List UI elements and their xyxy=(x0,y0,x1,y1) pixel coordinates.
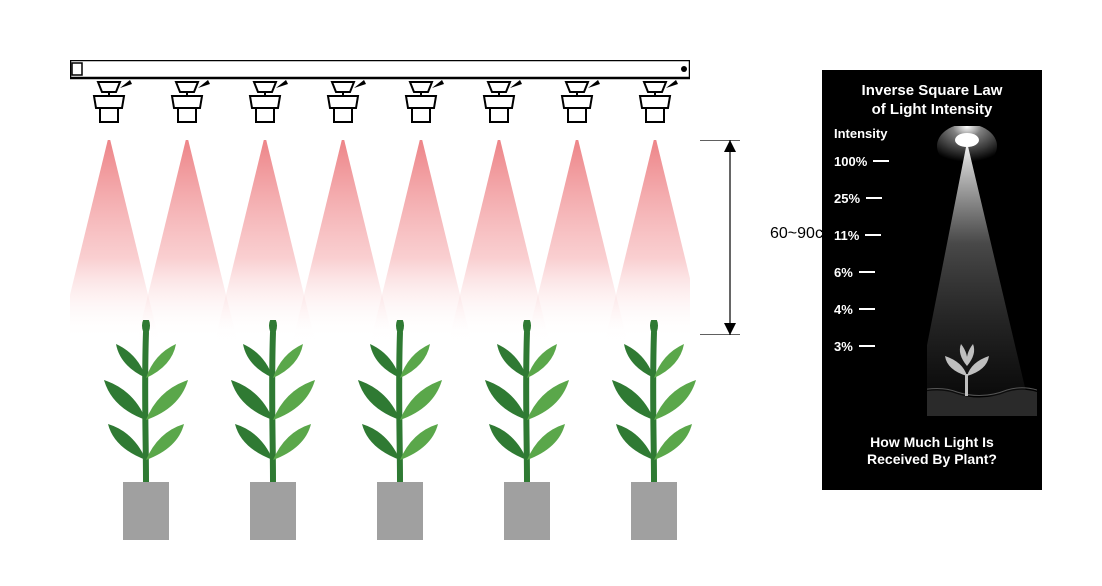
lamp-fixture xyxy=(484,80,522,122)
plant xyxy=(471,320,583,540)
tick-icon xyxy=(859,271,875,273)
title-line-2: of Light Intensity xyxy=(872,101,993,118)
intensity-level: 4% xyxy=(834,302,889,317)
level-value: 4% xyxy=(834,302,853,317)
level-value: 3% xyxy=(834,339,853,354)
lamp-fixture xyxy=(172,80,210,122)
grow-light-diagram: 60~90cm xyxy=(70,60,770,540)
inverse-square-panel: Inverse Square Law of Light Intensity In… xyxy=(822,70,1042,490)
intensity-level: 6% xyxy=(834,265,889,280)
footer-line-2: Received By Plant? xyxy=(867,451,997,467)
plants-row xyxy=(90,320,710,540)
level-value: 100% xyxy=(834,154,867,169)
plant xyxy=(90,320,202,540)
title-line-1: Inverse Square Law xyxy=(862,82,1003,99)
tick-icon xyxy=(859,308,875,310)
panel-footer: How Much Light Is Received By Plant? xyxy=(822,426,1042,481)
tick-icon xyxy=(865,234,881,236)
plant xyxy=(598,320,710,540)
intensity-level: 25% xyxy=(834,191,889,206)
level-value: 25% xyxy=(834,191,860,206)
lamp-fixture xyxy=(562,80,600,122)
intensity-level: 100% xyxy=(834,154,889,169)
level-value: 11% xyxy=(834,228,859,243)
intensity-scale: 100% 25% 11% 6% 4% 3% xyxy=(834,154,889,376)
panel-title: Inverse Square Law of Light Intensity xyxy=(822,70,1042,126)
plant xyxy=(344,320,456,540)
intensity-level: 11% xyxy=(834,228,889,243)
lamp-fixture xyxy=(406,80,444,122)
lamp-fixture xyxy=(328,80,366,122)
light-bar xyxy=(70,60,690,144)
intensity-level: 3% xyxy=(834,339,889,354)
intensity-heading: Intensity xyxy=(834,126,887,141)
level-value: 6% xyxy=(834,265,853,280)
tick-icon xyxy=(866,197,882,199)
tick-icon xyxy=(873,160,889,162)
tick-icon xyxy=(859,345,875,347)
light-cone xyxy=(927,126,1037,426)
plant xyxy=(217,320,329,540)
lamp-fixture xyxy=(640,80,678,122)
lamp-fixture xyxy=(94,80,132,122)
lamp-fixture xyxy=(250,80,288,122)
footer-line-1: How Much Light Is xyxy=(870,434,994,450)
